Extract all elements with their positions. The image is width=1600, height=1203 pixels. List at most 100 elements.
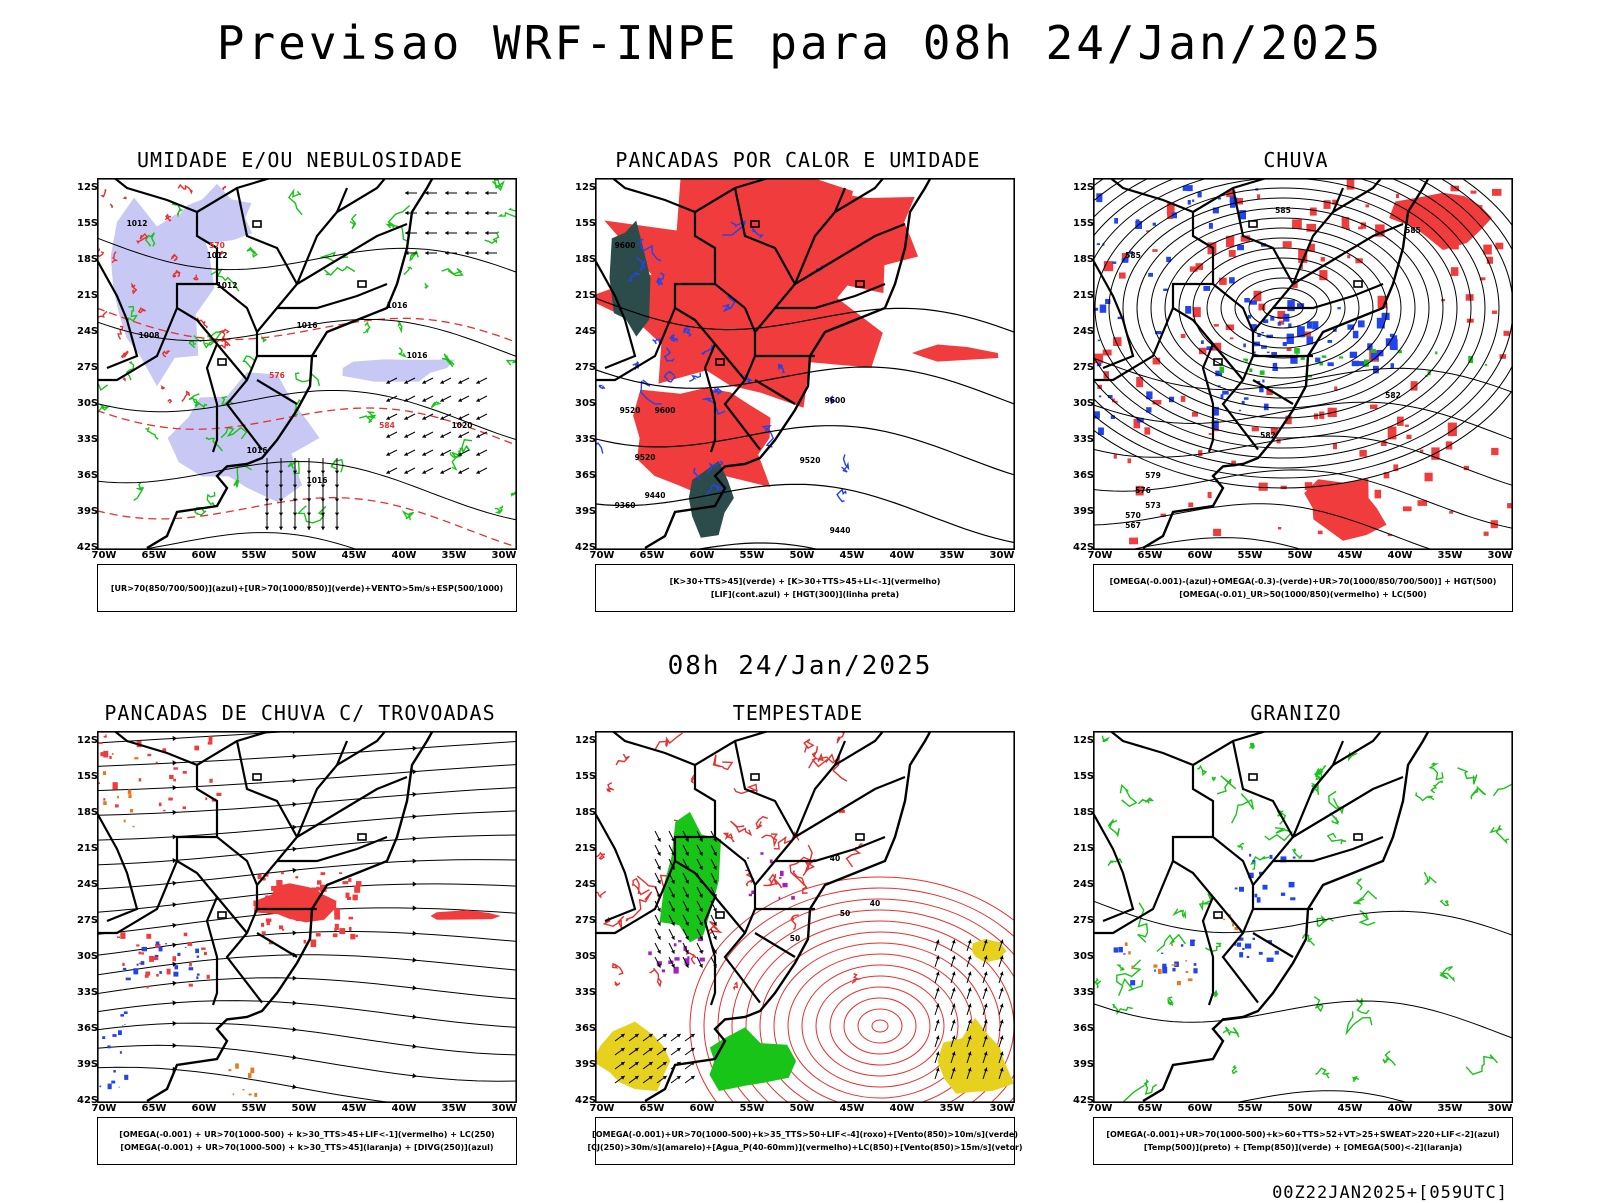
contour-label: 9520 (800, 456, 821, 465)
contour-label: 1012 (207, 251, 228, 260)
lon-tick-label: 40W (391, 550, 417, 561)
lat-tick-label: 36S (575, 1023, 597, 1034)
lon-tick-label: 40W (1387, 1103, 1413, 1114)
contour-label: 582 (1385, 391, 1401, 400)
lat-tick-label: 12S (77, 182, 99, 193)
legend-text: [OMEGA(-0.01)_UR>50(1000/850)(vermelho) … (1179, 590, 1427, 599)
weather-map: 1012 1012 1012 1016 1016 1016 1016 1016 1020 1008… (77, 178, 517, 561)
lon-tick-label: 35W (441, 1103, 467, 1114)
lon-tick-label: 30W (989, 1103, 1015, 1114)
lat-tick-label: 33S (1073, 434, 1095, 445)
lon-tick-label: 70W (1087, 1103, 1113, 1114)
lat-tick-label: 12S (575, 735, 597, 746)
lon-tick-label: 70W (91, 550, 117, 561)
lat-tick-label: 21S (575, 290, 597, 301)
lat-tick-label: 15S (575, 218, 597, 229)
map-canvas: 40 40 50 50 (595, 731, 1015, 1103)
lat-tick-label: 15S (1073, 218, 1095, 229)
weather-map: 9600 9600 9600 9520 9520 9520 9440 9440 9360 12S 1… (575, 178, 1015, 561)
lon-tick-label: 30W (1487, 1103, 1513, 1114)
contour-label: 50 (840, 909, 850, 918)
lon-tick-label: 50W (291, 1103, 317, 1114)
lat-tick-label: 33S (77, 434, 99, 445)
map-canvas (97, 731, 517, 1103)
map-canvas (1093, 731, 1513, 1103)
lat-tick-label: 27S (1073, 915, 1095, 926)
lon-tick-label: 65W (639, 550, 665, 561)
lon-tick-label: 50W (291, 550, 317, 561)
panel-umidade: UMIDADE E/OU NEBULOSIDADE 1012 1012 1012 101… (77, 148, 520, 628)
lat-tick-label: 18S (1073, 254, 1095, 265)
lon-tick-label: 45W (341, 1103, 367, 1114)
contour-label: 585 (1405, 226, 1421, 235)
lon-tick-label: 35W (1437, 550, 1463, 561)
lat-tick-label: 21S (1073, 843, 1095, 854)
lat-tick-label: 39S (575, 506, 597, 517)
forecast-time-label: 08h 24/Jan/2025 (667, 651, 933, 681)
lon-tick-label: 60W (191, 1103, 217, 1114)
lon-tick-label: 55W (1237, 1103, 1263, 1114)
lat-tick-label: 15S (77, 218, 99, 229)
legend-text: [OMEGA(-0.001)-(azul)+OMEGA(-0.3)-(verde… (1109, 577, 1497, 586)
legend-text: [OMEGA(-0.001) + UR>70(1000-500) + k>30_… (119, 1130, 495, 1139)
legend-box: [OMEGA(-0.001)+UR>70(1000-500)+k>35_TTS>… (587, 1117, 1023, 1165)
lat-tick-label: 21S (1073, 290, 1095, 301)
lat-tick-label: 30S (77, 951, 99, 962)
contour-label: 570 (209, 241, 225, 250)
contour-label: 9440 (830, 526, 851, 535)
lat-tick-label: 36S (77, 1023, 99, 1034)
lat-tick-label: 12S (1073, 182, 1095, 193)
lon-tick-label: 30W (491, 1103, 517, 1114)
contour-label: 579 (1145, 471, 1161, 480)
lon-tick-label: 30W (989, 550, 1015, 561)
lon-tick-label: 45W (839, 1103, 865, 1114)
lon-tick-label: 65W (141, 550, 167, 561)
lat-tick-label: 39S (575, 1059, 597, 1070)
panel-title: UMIDADE E/OU NEBULOSIDADE (136, 148, 464, 172)
lat-tick-label: 39S (77, 506, 99, 517)
lon-tick-label: 35W (441, 550, 467, 561)
lon-tick-label: 60W (191, 550, 217, 561)
lat-tick-label: 36S (1073, 1023, 1095, 1034)
lon-tick-label: 35W (1437, 1103, 1463, 1114)
legend-text: [CJ(250)>30m/s](amarelo)+[Agua_P(40-60mm… (587, 1143, 1023, 1152)
lat-tick-label: 18S (77, 807, 99, 818)
lat-tick-label: 18S (575, 807, 597, 818)
lon-tick-label: 40W (889, 550, 915, 561)
contour-label: 40 (870, 899, 880, 908)
map-canvas: 9600 9600 9600 9520 9520 9520 9440 9440 9360 (595, 178, 1015, 550)
lon-tick-label: 45W (839, 550, 865, 561)
lon-tick-label: 70W (91, 1103, 117, 1114)
contour-label: 9520 (635, 453, 656, 462)
lat-tick-label: 15S (77, 771, 99, 782)
contour-label: 567 (1125, 521, 1141, 530)
contour-label: 50 (790, 934, 800, 943)
legend-box: [UR>70(850/700/500)](azul)+[UR>70(1000/8… (97, 564, 517, 612)
contour-label: 1016 (307, 476, 328, 485)
lat-tick-label: 42S (1073, 1095, 1095, 1106)
lat-tick-label: 30S (1073, 951, 1095, 962)
lat-tick-label: 42S (575, 1095, 597, 1106)
weather-map: 585 585 585 582 582 579 576 573 570 567 12S 15S 18S 2… (1073, 178, 1513, 561)
run-timestamp: 00Z22JAN2025+[059UTC] (1272, 1183, 1508, 1203)
lat-tick-label: 36S (575, 470, 597, 481)
contour-label: 582 (1260, 431, 1276, 440)
lat-tick-label: 24S (1073, 879, 1095, 890)
contour-label: 576 (269, 371, 285, 380)
lat-tick-label: 21S (575, 843, 597, 854)
contour-label: 570 (1125, 511, 1141, 520)
lon-tick-label: 70W (1087, 550, 1113, 561)
lat-tick-label: 15S (1073, 771, 1095, 782)
contour-label: 573 (1145, 501, 1161, 510)
lat-tick-label: 39S (1073, 1059, 1095, 1070)
panel-title: TEMPESTADE (732, 701, 864, 725)
panel-title: CHUVA (1263, 148, 1329, 172)
lat-tick-label: 36S (1073, 470, 1095, 481)
panel-title: GRANIZO (1250, 701, 1342, 725)
lon-tick-label: 70W (589, 550, 615, 561)
panel-tempestade: TEMPESTADE 40 40 50 50 12S 15S 18S 21S 24S 27S 30S 3… (575, 701, 1023, 1181)
lat-tick-label: 30S (575, 398, 597, 409)
contour-label: 1020 (452, 421, 473, 430)
lat-tick-label: 24S (575, 879, 597, 890)
